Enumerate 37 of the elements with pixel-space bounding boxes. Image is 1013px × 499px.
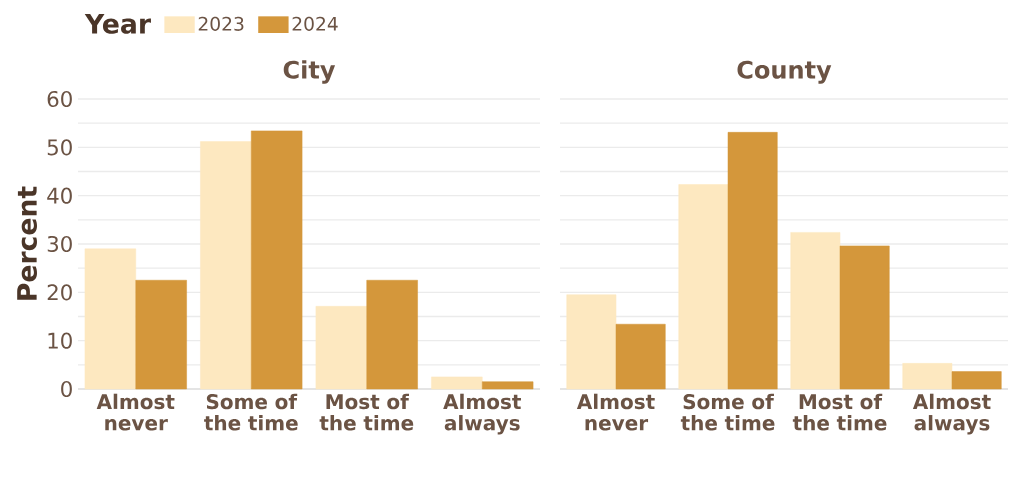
bar — [481, 381, 534, 390]
x-tick-label: Almost always — [912, 393, 991, 435]
bar — [566, 294, 617, 390]
bar — [615, 323, 666, 390]
y-tick-label: 0 — [61, 380, 72, 398]
x-tick-label: Some of the time — [680, 393, 775, 431]
bar — [250, 130, 303, 390]
bar — [951, 371, 1002, 390]
bar — [84, 248, 137, 390]
bar — [200, 141, 252, 390]
x-tick-label: Almost never — [96, 393, 175, 431]
bar — [431, 376, 483, 390]
bar — [135, 279, 187, 390]
bar — [366, 279, 418, 390]
bar — [315, 306, 368, 390]
y-tick-label: 20 — [47, 284, 72, 301]
y-tick-label: 60 — [47, 90, 72, 108]
x-tick-label: Almost never — [576, 393, 655, 431]
chart-title: County — [737, 60, 832, 84]
x-tick-label: Most of the time — [319, 393, 414, 431]
legend-label: 2023 — [198, 16, 244, 31]
bar — [902, 363, 953, 390]
x-tick-label: Most of the time — [792, 393, 887, 431]
bar — [839, 245, 890, 390]
y-tick-label: 40 — [47, 187, 72, 204]
bar — [727, 132, 778, 390]
chart-title: City — [283, 60, 336, 84]
bar — [790, 232, 841, 390]
y-tick-label: 30 — [47, 235, 72, 253]
y-axis-title: Percent — [17, 186, 37, 300]
y-tick-label: 50 — [47, 139, 72, 156]
legend-title: Year — [84, 13, 151, 34]
x-tick-label: Some of the time — [204, 393, 298, 431]
x-tick-label: Almost always — [443, 393, 521, 435]
bar — [678, 184, 729, 390]
y-tick-label: 10 — [48, 332, 72, 349]
legend-label: 2024 — [292, 16, 338, 31]
